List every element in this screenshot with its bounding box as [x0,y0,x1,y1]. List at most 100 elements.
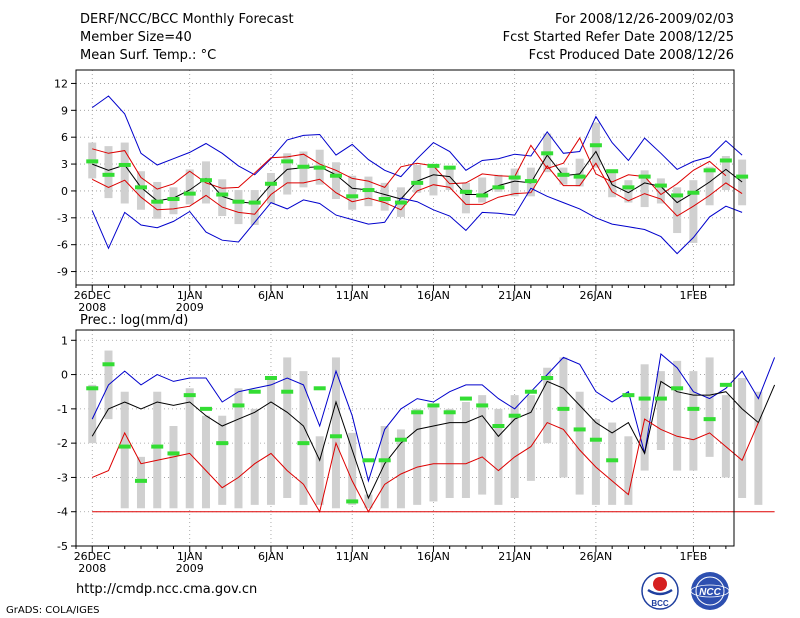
box-prec [754,391,763,505]
x-tick-sublabel: 2008 [78,301,106,314]
box-prec [266,378,275,505]
plot-frame-temp [75,69,735,286]
median-mark-prec [476,403,489,408]
median-mark-prec [362,458,375,463]
box-temp [445,165,454,191]
box-prec [396,429,405,509]
median-mark-temp [281,159,294,164]
median-mark-temp [248,200,261,205]
median-mark-temp [687,190,700,195]
y-tick-label: 0 [61,185,68,198]
median-mark-temp [589,143,602,148]
median-mark-prec [183,393,196,398]
box-prec [169,426,178,509]
x-tick-label: 1JAN [177,289,203,302]
y-tick-label: -4 [57,506,68,519]
box-prec [413,408,422,505]
box-prec [315,436,324,505]
median-mark-prec [573,427,586,432]
median-mark-temp [606,169,619,174]
agency-logos: BCC NCC [641,572,730,610]
median-mark-temp [329,173,342,178]
series-line-prec-mean [91,380,776,500]
series-line-temp-std_upper [92,137,727,196]
box-prec [494,408,503,505]
median-mark-temp [118,162,131,167]
box-prec [721,395,730,478]
median-mark-temp [151,199,164,204]
median-mark-temp [557,172,570,177]
median-mark-temp [524,179,537,184]
median-mark-temp [492,185,505,190]
x-tick-label: 26DEC [74,550,111,563]
x-tick-label: 26JAN [579,289,612,302]
median-mark-prec [524,389,537,394]
x-tick-sublabel: 2009 [176,562,204,575]
median-mark-temp [86,159,99,164]
median-mark-temp [411,180,424,185]
box-temp [738,159,747,206]
median-mark-prec [151,444,164,449]
median-mark-prec [443,410,456,415]
plot-frame-prec [75,329,735,547]
x-tick-label: 6JAN [258,289,284,302]
median-mark-temp [671,193,684,198]
x-tick-label: 21JAN [498,550,531,563]
median-mark-prec [459,396,472,401]
y-tick-label: 3 [61,158,68,171]
median-mark-prec [508,413,521,418]
median-mark-prec [199,406,212,411]
y-tick-label: 12 [54,77,68,90]
x-tick-label: 21JAN [498,289,531,302]
box-temp [478,177,487,203]
box-temp [266,173,275,204]
box-temp [575,158,584,187]
median-mark-prec [411,410,424,415]
box-temp [218,179,227,217]
median-mark-prec [427,403,440,408]
box-prec [624,436,633,505]
box-prec [250,408,259,505]
source-url[interactable]: http://cmdp.ncc.cma.gov.cn [76,582,258,597]
x-tick-label: 1FEB [679,550,707,563]
median-mark-prec [346,499,359,504]
box-prec [201,415,210,509]
median-mark-temp [264,181,277,186]
box-temp [461,182,470,214]
median-mark-temp [313,165,326,170]
median-mark-prec [313,386,326,391]
fcst-produced-date: Fcst Produced Date 2008/12/26 [528,48,734,63]
box-temp [185,169,194,205]
median-mark-prec [329,434,342,439]
median-mark-prec [719,382,732,387]
box-temp [510,168,519,197]
median-mark-prec [557,406,570,411]
median-mark-temp [703,168,716,173]
median-mark-prec [297,441,310,446]
median-mark-prec [671,386,684,391]
median-mark-temp [476,193,489,198]
ncc-logo: NCC [690,572,730,610]
figure-title: DERF/NCC/BCC Monthly Forecast [80,12,294,27]
box-temp [673,187,682,234]
member-size-label: Member Size=40 [80,30,192,45]
box-prec [510,395,519,498]
x-tick-label: 11JAN [336,550,369,563]
median-mark-prec [622,393,635,398]
box-temp [640,170,649,208]
median-mark-prec [264,376,277,380]
median-mark-temp [443,165,456,170]
median-mark-prec [248,389,261,394]
y-tick-label: -9 [57,266,68,279]
box-prec [120,391,129,509]
median-mark-temp [346,194,359,199]
median-mark-temp [183,191,196,196]
median-mark-temp [622,185,635,190]
box-prec [689,371,698,471]
box-prec [380,426,389,509]
box-temp [494,174,503,192]
y-tick-label: 1 [61,334,68,347]
box-prec [429,405,438,502]
box-prec [218,415,227,505]
